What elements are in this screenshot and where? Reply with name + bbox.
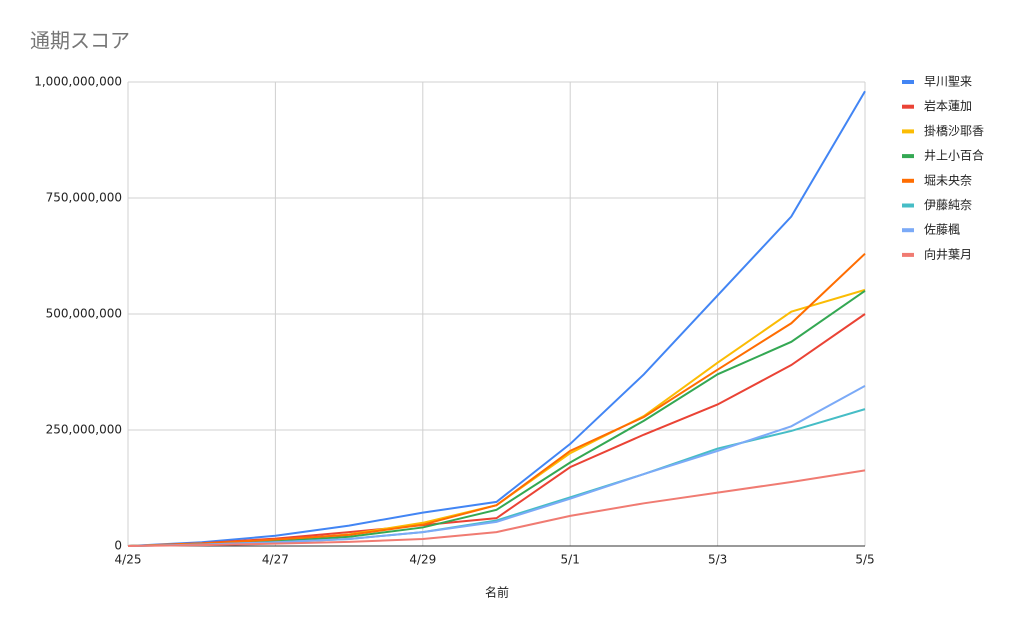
legend-swatch	[902, 104, 914, 109]
x-tick-label: 4/29	[409, 553, 436, 567]
legend-swatch	[902, 80, 914, 84]
y-tick-label: 750,000,000	[46, 191, 122, 205]
x-tick-label: 5/1	[561, 553, 580, 567]
y-tick-label: 250,000,000	[46, 423, 122, 437]
x-tick-label: 5/3	[708, 553, 727, 567]
legend-label: 早川聖来	[924, 75, 972, 89]
y-tick-label: 0	[114, 539, 122, 553]
legend-label: 井上小百合	[924, 148, 984, 163]
legend-label: 堀未央奈	[924, 172, 972, 187]
y-tick-label: 500,000,000	[46, 307, 122, 321]
legend-label: 岩本蓮加	[924, 98, 972, 113]
legend-swatch	[902, 178, 914, 183]
legend-label: 佐藤楓	[924, 222, 960, 237]
chart-title: 通期スコア	[30, 29, 130, 53]
legend-label: 掛橋沙耶香	[924, 123, 984, 138]
x-tick-label: 4/25	[115, 553, 142, 567]
legend-swatch	[902, 252, 914, 257]
series-line	[127, 469, 866, 547]
legend-swatch	[902, 154, 914, 159]
legend-swatch	[902, 228, 914, 233]
legend-label: 向井葉月	[924, 246, 972, 261]
series-line	[127, 288, 866, 547]
legend-swatch	[902, 129, 914, 134]
y-tick-label: 1,000,000,000	[34, 75, 122, 89]
legend-swatch	[902, 203, 914, 208]
x-tick-label: 4/27	[262, 553, 289, 567]
series-line	[127, 90, 866, 547]
legend-label: 伊藤純奈	[924, 198, 972, 212]
series-line	[127, 385, 866, 547]
x-axis-label: 名前	[485, 585, 509, 600]
series-line	[127, 252, 866, 547]
x-tick-label: 5/5	[855, 553, 874, 567]
series-line	[127, 289, 866, 547]
